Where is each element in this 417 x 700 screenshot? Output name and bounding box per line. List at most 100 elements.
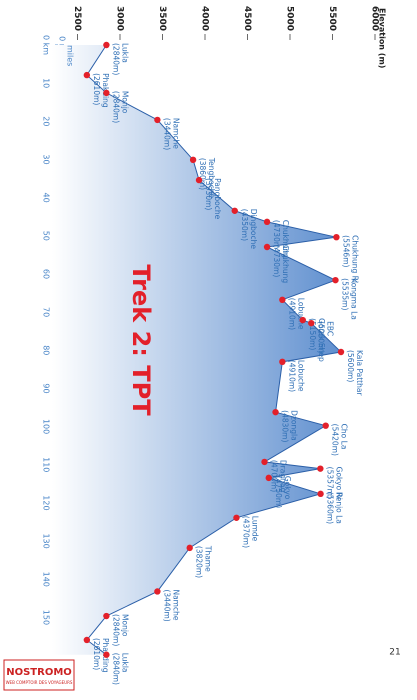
waypoint-elevation: (3440m)	[162, 589, 171, 621]
waypoint-name: Kala Patthar	[355, 350, 364, 396]
waypoint-name: Chukhung	[281, 220, 290, 258]
waypoint-elevation: (3860m)	[198, 158, 207, 190]
waypoint-name: Lobuche	[296, 298, 305, 330]
waypoint-elevation: (5535m)	[340, 278, 349, 310]
waypoint-name: EBC	[325, 321, 334, 336]
waypoint-elevation: (4910m)	[287, 360, 296, 392]
waypoint	[317, 490, 324, 498]
waypoint-elevation: (2610m)	[92, 73, 101, 105]
waypoint-elevation: (3440m)	[162, 118, 171, 150]
waypoint-name: Lukla	[120, 653, 129, 673]
waypoint	[263, 218, 271, 226]
waypoint-name: Monjo	[120, 614, 129, 637]
waypoint	[231, 207, 238, 214]
waypoint	[103, 651, 110, 658]
y-tick-label: 3500	[157, 6, 167, 31]
waypoint	[186, 544, 193, 552]
waypoint	[322, 422, 329, 429]
waypoint-name: Namche	[171, 118, 180, 149]
waypoint-name: Gokyo Ri	[334, 467, 343, 500]
logo-name: NOSTROMO	[6, 667, 72, 678]
waypoint-elevation: (5360m)	[326, 492, 335, 524]
x-axis-title: miles	[66, 45, 75, 66]
waypoint	[154, 116, 161, 124]
waypoint-elevation: (2610m)	[92, 638, 101, 670]
waypoint-name: Thame	[204, 545, 213, 572]
waypoint-name: Dragnag	[279, 460, 288, 493]
waypoint-elevation: (5250m)	[316, 321, 325, 353]
waypoint	[189, 156, 197, 164]
profile-line	[86, 44, 343, 656]
waypoint-name: Namche	[171, 589, 180, 620]
waypoint-name: Dingboche	[249, 209, 258, 250]
waypoint	[154, 588, 161, 595]
waypoint-name: Dzongla	[290, 410, 299, 441]
x2-tick-label: 110	[42, 457, 51, 472]
waypoint	[279, 358, 286, 366]
x2-tick-label: 80	[42, 345, 51, 355]
logo-box	[3, 659, 75, 691]
waypoint-name: Kongma La	[349, 278, 358, 320]
waypoint-elevation: (4700m)	[270, 460, 279, 492]
x2-tick-label: 150	[42, 610, 51, 625]
waypoint-elevation: (4830m)	[281, 410, 290, 442]
x2-tick-label: 10	[42, 78, 51, 88]
waypoint-name: Gorak Shep	[317, 318, 326, 362]
x2-tick-label: 130	[42, 533, 51, 548]
waypoint	[279, 296, 286, 304]
y-tick-label: 4000	[200, 6, 210, 31]
x2-tick-label: 0 km	[42, 35, 51, 55]
waypoint	[261, 458, 268, 466]
x2-tick-label: 100	[42, 419, 51, 434]
waypoint	[83, 71, 91, 79]
chart-title: Trek 2: TPT	[127, 264, 155, 416]
waypoint	[265, 474, 272, 482]
y-tick-label: 4500	[242, 6, 252, 31]
waypoint	[83, 636, 91, 644]
waypoint-elevation: (4730m)	[272, 245, 281, 277]
y-tick-label: 3000	[115, 6, 125, 31]
y-tick-label: 2500	[72, 6, 82, 31]
waypoint	[308, 319, 315, 327]
waypoint	[332, 276, 339, 284]
x2-tick-label: 120	[42, 495, 51, 510]
x2-tick-label: 60	[42, 269, 51, 279]
x2-tick-label: 40	[42, 193, 51, 203]
waypoint-name: Lukla	[120, 43, 129, 63]
waypoint-elevation: (5600m)	[346, 350, 355, 382]
waypoint	[337, 348, 345, 356]
waypoint-elevation: (4370m)	[241, 516, 250, 548]
x2-tick-label: 70	[42, 307, 51, 317]
waypoint	[103, 89, 110, 97]
waypoint-elevation: (2840m)	[111, 614, 120, 646]
x2-tick-label: 50	[42, 231, 51, 241]
y-tick-label: 5500	[327, 6, 337, 31]
waypoint	[333, 233, 340, 241]
waypoint-elevation: (4750m)	[274, 476, 283, 508]
y-tick-label: 5000	[285, 6, 295, 31]
page-number: 21	[389, 648, 400, 658]
waypoint-name: Lobuche	[296, 360, 305, 392]
waypoint-name: Renjo La	[335, 492, 344, 524]
waypoint-elevation: (3820m)	[195, 546, 204, 578]
x2-tick-label: 30	[42, 154, 51, 164]
waypoint-elevation: (4730m)	[272, 220, 281, 252]
waypoint-elevation: (5546m)	[341, 235, 350, 267]
waypoint-elevation: (3930m)	[204, 178, 213, 210]
waypoint-name: Gokyo	[283, 476, 292, 500]
profile-area	[52, 45, 341, 655]
waypoint-name: Chukhung Ri	[350, 235, 359, 283]
x2-tick-label: 20	[42, 116, 51, 126]
waypoint	[272, 408, 279, 416]
waypoint-elevation: (5150m)	[308, 318, 317, 350]
waypoint-elevation: (2840m)	[111, 91, 120, 123]
logo-tagline: WEB COMPTOIR DES VOYAGEURS	[6, 680, 73, 685]
waypoint-name: Cho La	[340, 424, 349, 450]
waypoint	[317, 465, 324, 472]
waypoint-name: Chukhung	[281, 245, 290, 283]
waypoint-name: Tengboche	[207, 157, 216, 199]
y-tick-label: 6000	[370, 6, 380, 31]
waypoint	[233, 514, 240, 521]
